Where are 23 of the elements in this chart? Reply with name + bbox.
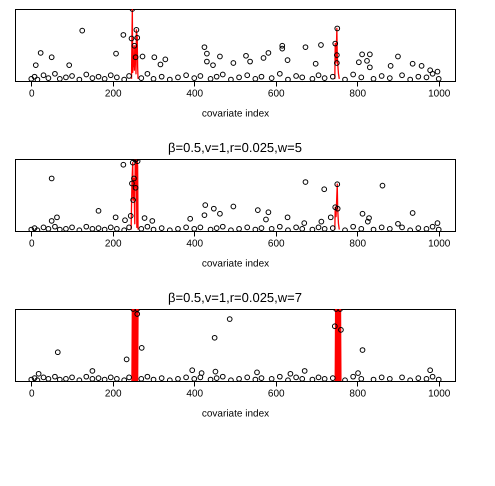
x-tick-label: 600	[268, 88, 286, 100]
x-axis-title: covariate index	[202, 258, 270, 270]
x-tick-label: 200	[104, 88, 122, 100]
chart-title: β=0.5,v=1,r=0.025,w=5	[168, 140, 302, 155]
x-tick-label: 400	[186, 238, 204, 250]
x-tick-label: 0	[29, 238, 36, 250]
x-tick-label: 1000	[428, 88, 451, 100]
x-axis-title: covariate index	[202, 408, 270, 420]
x-tick-label: 400	[186, 388, 204, 400]
x-tick-label: 600	[268, 238, 286, 250]
x-tick-label: 600	[268, 388, 286, 400]
x-tick-label: 200	[104, 238, 122, 250]
x-tick-label: 1000	[428, 238, 451, 250]
chart-title: β=0.5,v=1,r=0.025,w=7	[168, 290, 302, 305]
x-tick-label: 0	[29, 388, 36, 400]
x-tick-label: 800	[349, 388, 366, 400]
x-tick-label: 0	[29, 88, 36, 100]
x-tick-label: 800	[349, 238, 366, 250]
x-tick-label: 200	[104, 388, 122, 400]
x-axis-title: covariate index	[202, 108, 270, 120]
x-tick-label: 400	[186, 88, 204, 100]
x-tick-label: 1000	[428, 388, 451, 400]
x-tick-label: 800	[349, 88, 366, 100]
